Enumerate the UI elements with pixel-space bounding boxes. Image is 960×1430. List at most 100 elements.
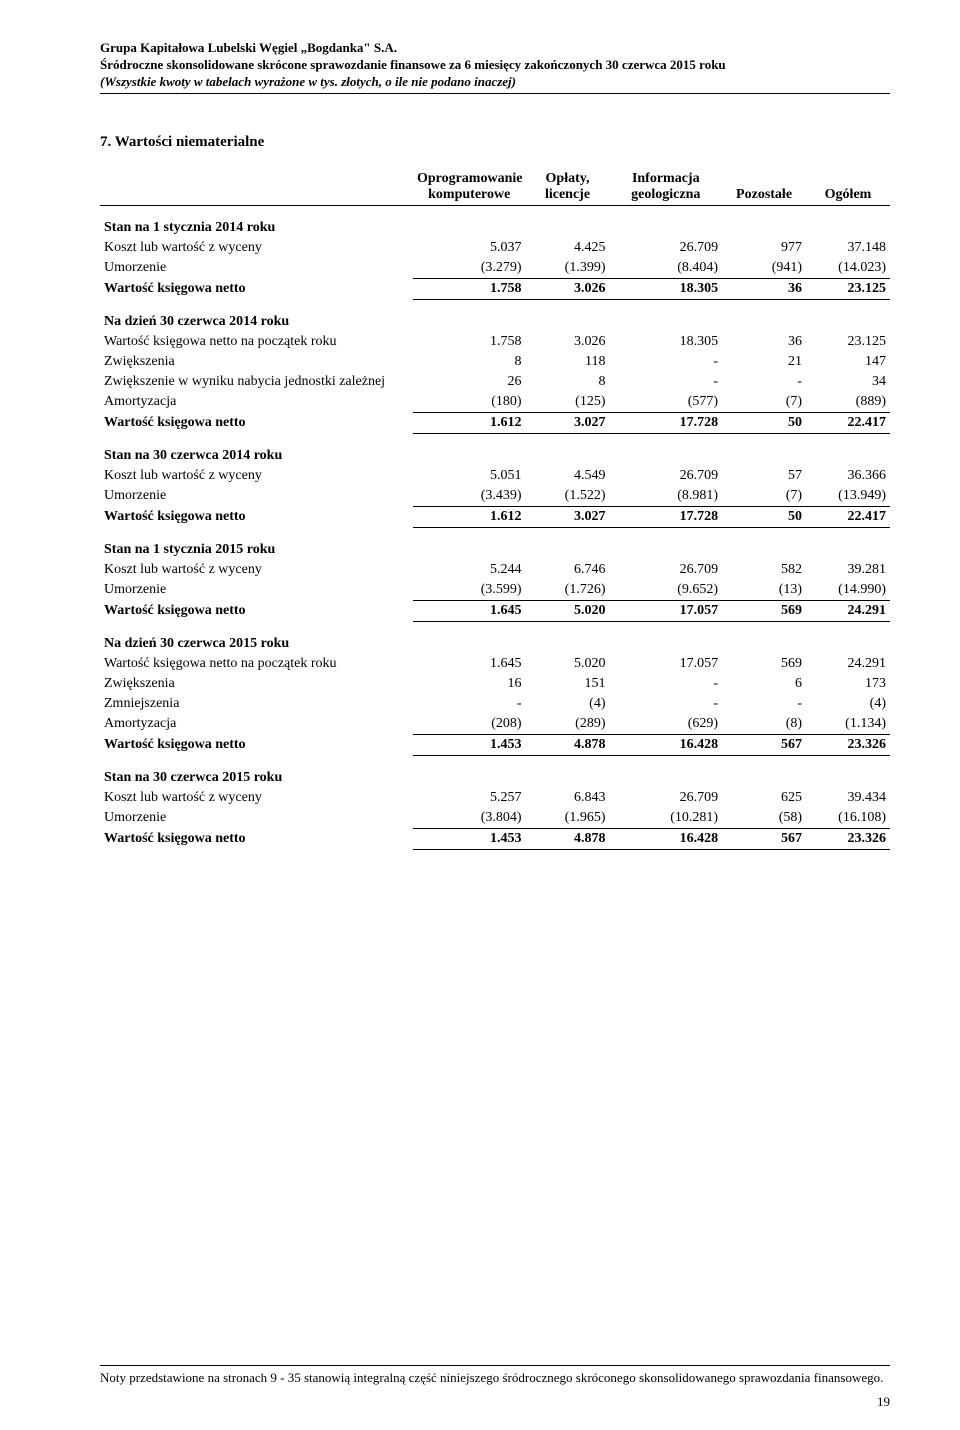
group-header-row: Stan na 1 stycznia 2014 roku <box>100 205 890 238</box>
cell-value: (3.804) <box>413 808 526 829</box>
row-label: Amortyzacja <box>100 714 413 735</box>
cell-value: 4.425 <box>526 238 610 258</box>
cell-value: 34 <box>806 372 890 392</box>
cell-value: 26.709 <box>609 788 722 808</box>
cell-value: 5.037 <box>413 238 526 258</box>
sum-value: 3.027 <box>526 412 610 433</box>
cell-value: (13.949) <box>806 486 890 507</box>
cell-value: 4.549 <box>526 466 610 486</box>
group-header-row: Stan na 1 stycznia 2015 roku <box>100 527 890 560</box>
cell-value: 23.125 <box>806 332 890 352</box>
cell-value: 26.709 <box>609 560 722 580</box>
cell-value: - <box>722 372 806 392</box>
cell-value: 5.020 <box>526 654 610 674</box>
sum-value: 23.326 <box>806 828 890 849</box>
cell-value: - <box>609 694 722 714</box>
group-header-row: Stan na 30 czerwca 2015 roku <box>100 755 890 788</box>
sum-value: 3.027 <box>526 506 610 527</box>
cell-value: 21 <box>722 352 806 372</box>
sum-label: Wartość księgowa netto <box>100 506 413 527</box>
cell-value: 26.709 <box>609 466 722 486</box>
cell-value: (8) <box>722 714 806 735</box>
cell-value: 1.645 <box>413 654 526 674</box>
sum-value: 17.728 <box>609 412 722 433</box>
table-row: Wartość księgowa netto na początek roku1… <box>100 332 890 352</box>
row-label: Wartość księgowa netto na początek roku <box>100 654 413 674</box>
table-row: Koszt lub wartość z wyceny5.2576.84326.7… <box>100 788 890 808</box>
cell-value: (16.108) <box>806 808 890 829</box>
cell-value: (58) <box>722 808 806 829</box>
sum-value: 1.758 <box>413 278 526 299</box>
table-row: Koszt lub wartość z wyceny5.0374.42526.7… <box>100 238 890 258</box>
group-title: Na dzień 30 czerwca 2015 roku <box>100 621 890 654</box>
cell-value: (1.965) <box>526 808 610 829</box>
cell-value: 26.709 <box>609 238 722 258</box>
group-header-row: Na dzień 30 czerwca 2014 roku <box>100 299 890 332</box>
header-line-3: (Wszystkie kwoty w tabelach wyrażone w t… <box>100 74 890 91</box>
cell-value: (1.399) <box>526 258 610 279</box>
cell-value: 582 <box>722 560 806 580</box>
sum-value: 17.057 <box>609 600 722 621</box>
table-row: Koszt lub wartość z wyceny5.2446.74626.7… <box>100 560 890 580</box>
cell-value: (14.990) <box>806 580 890 601</box>
row-label: Zwiększenia <box>100 674 413 694</box>
col-header-5: Ogółem <box>806 169 890 206</box>
sum-row: Wartość księgowa netto1.4534.87816.42856… <box>100 734 890 755</box>
page-number: 19 <box>877 1394 890 1410</box>
cell-value: (4) <box>526 694 610 714</box>
header-line-2: Śródroczne skonsolidowane skrócone spraw… <box>100 57 890 74</box>
col-header-2: Opłaty, licencje <box>526 169 610 206</box>
cell-value: - <box>609 674 722 694</box>
sum-label: Wartość księgowa netto <box>100 828 413 849</box>
cell-value: (3.439) <box>413 486 526 507</box>
cell-value: 37.148 <box>806 238 890 258</box>
cell-value: (1.134) <box>806 714 890 735</box>
cell-value: (629) <box>609 714 722 735</box>
cell-value: 36 <box>722 332 806 352</box>
col-header-1: Oprogramowanie komputerowe <box>413 169 526 206</box>
table-row: Wartość księgowa netto na początek roku1… <box>100 654 890 674</box>
cell-value: (3.279) <box>413 258 526 279</box>
sum-value: 36 <box>722 278 806 299</box>
cell-value: 8 <box>413 352 526 372</box>
col-header-label <box>100 169 413 206</box>
cell-value: 18.305 <box>609 332 722 352</box>
cell-value: (14.023) <box>806 258 890 279</box>
sum-label: Wartość księgowa netto <box>100 600 413 621</box>
table-header-row: Oprogramowanie komputerowe Opłaty, licen… <box>100 169 890 206</box>
sum-row: Wartość księgowa netto1.6123.02717.72850… <box>100 506 890 527</box>
sum-value: 17.728 <box>609 506 722 527</box>
sum-value: 50 <box>722 412 806 433</box>
sum-value: 1.612 <box>413 412 526 433</box>
table-row: Koszt lub wartość z wyceny5.0514.54926.7… <box>100 466 890 486</box>
row-label: Umorzenie <box>100 580 413 601</box>
cell-value: (1.522) <box>526 486 610 507</box>
cell-value: 5.257 <box>413 788 526 808</box>
cell-value: 17.057 <box>609 654 722 674</box>
sum-row: Wartość księgowa netto1.7583.02618.30536… <box>100 278 890 299</box>
page-container: Grupa Kapitałowa Lubelski Węgiel „Bogdan… <box>0 0 960 1430</box>
cell-value: 57 <box>722 466 806 486</box>
row-label: Umorzenie <box>100 808 413 829</box>
sum-value: 1.453 <box>413 734 526 755</box>
sum-value: 16.428 <box>609 734 722 755</box>
cell-value: 118 <box>526 352 610 372</box>
table-row: Amortyzacja(180)(125)(577)(7)(889) <box>100 392 890 413</box>
sum-value: 1.612 <box>413 506 526 527</box>
sum-value: 16.428 <box>609 828 722 849</box>
cell-value: 147 <box>806 352 890 372</box>
table-row: Umorzenie(3.439)(1.522)(8.981)(7)(13.949… <box>100 486 890 507</box>
cell-value: (13) <box>722 580 806 601</box>
table-row: Zmniejszenia-(4)--(4) <box>100 694 890 714</box>
cell-value: 1.758 <box>413 332 526 352</box>
table-row: Zwiększenie w wyniku nabycia jednostki z… <box>100 372 890 392</box>
row-label: Zmniejszenia <box>100 694 413 714</box>
row-label: Koszt lub wartość z wyceny <box>100 238 413 258</box>
sum-value: 22.417 <box>806 412 890 433</box>
cell-value: 3.026 <box>526 332 610 352</box>
cell-value: 5.244 <box>413 560 526 580</box>
row-label: Umorzenie <box>100 258 413 279</box>
cell-value: (7) <box>722 392 806 413</box>
col-header-3: Informacja geologiczna <box>609 169 722 206</box>
footer-note: Noty przedstawione na stronach 9 - 35 st… <box>100 1365 890 1386</box>
